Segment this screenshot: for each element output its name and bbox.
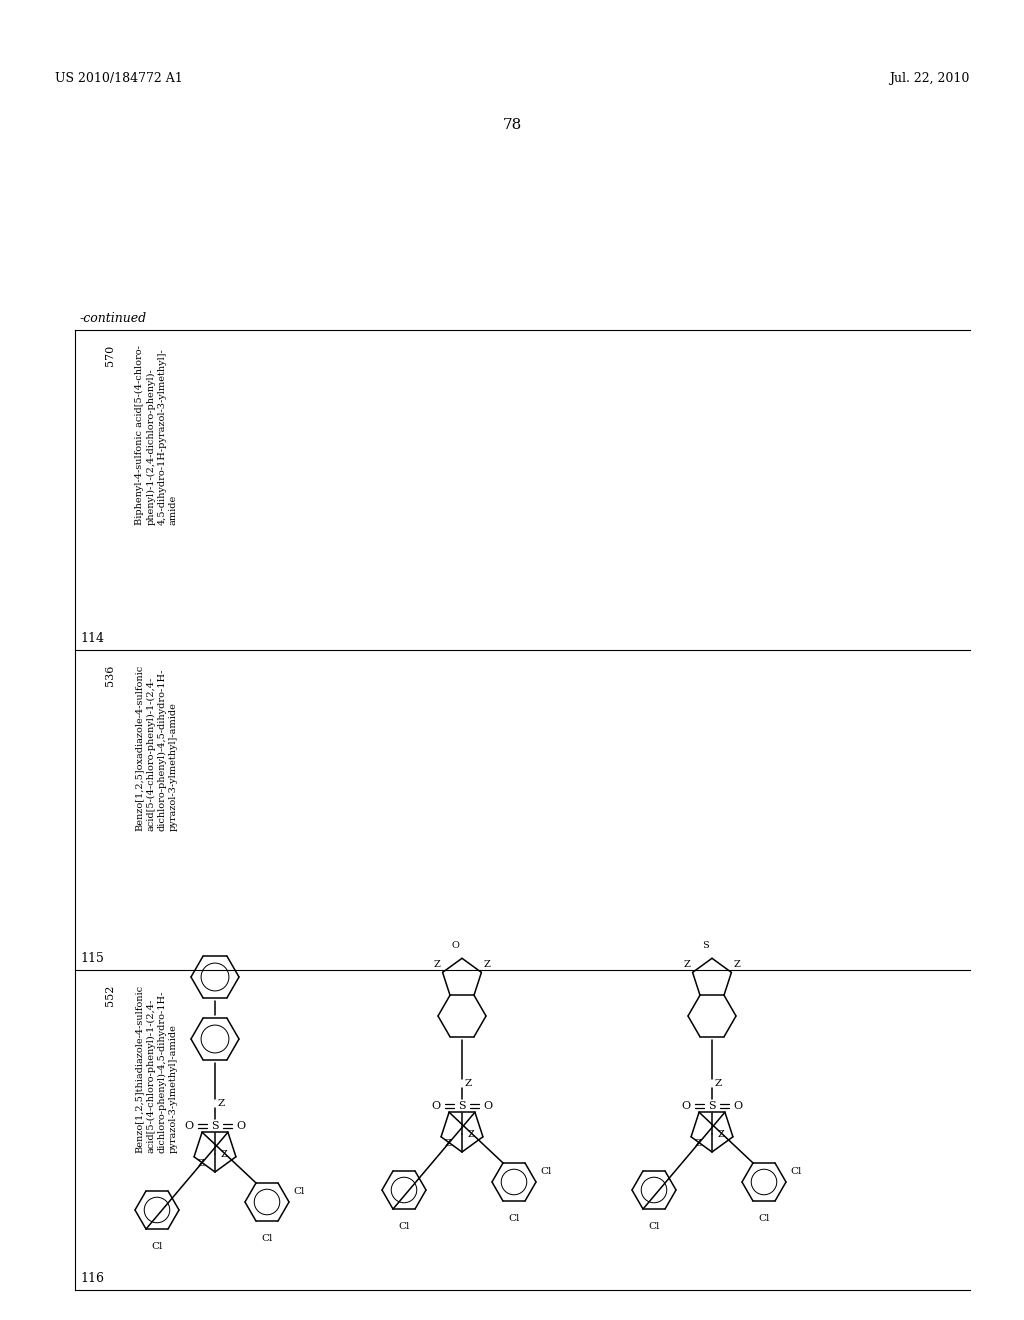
Text: 536: 536 bbox=[105, 665, 115, 686]
Text: Z: Z bbox=[444, 1139, 451, 1148]
Text: Cl: Cl bbox=[790, 1167, 802, 1176]
Text: Z: Z bbox=[197, 1159, 204, 1168]
Text: Cl: Cl bbox=[398, 1222, 410, 1232]
Text: Z: Z bbox=[715, 1080, 722, 1089]
Text: Z: Z bbox=[218, 1100, 225, 1109]
Text: Z: Z bbox=[465, 1080, 472, 1089]
Text: Cl: Cl bbox=[540, 1167, 551, 1176]
Text: Jul. 22, 2010: Jul. 22, 2010 bbox=[889, 73, 969, 84]
Text: S: S bbox=[709, 1101, 716, 1111]
Text: O: O bbox=[733, 1101, 742, 1111]
Text: Benzo[1,2,5]oxadiazole-4-sulfonic
acid[5-(4-chloro-phenyl)-1-(2,4-
dichloro-phen: Benzo[1,2,5]oxadiazole-4-sulfonic acid[5… bbox=[135, 665, 177, 832]
Text: 78: 78 bbox=[503, 117, 521, 132]
Text: O: O bbox=[431, 1101, 440, 1111]
Text: S: S bbox=[458, 1101, 466, 1111]
Text: Z: Z bbox=[221, 1150, 228, 1159]
Text: Cl: Cl bbox=[508, 1214, 520, 1224]
Text: Z: Z bbox=[468, 1130, 475, 1139]
Text: Z: Z bbox=[483, 961, 490, 969]
Text: Cl: Cl bbox=[293, 1187, 304, 1196]
Text: O: O bbox=[184, 1121, 194, 1131]
Text: 114: 114 bbox=[80, 632, 104, 645]
Text: Cl: Cl bbox=[759, 1214, 770, 1224]
Text: O: O bbox=[452, 941, 459, 950]
Text: O: O bbox=[681, 1101, 690, 1111]
Text: 116: 116 bbox=[80, 1272, 104, 1284]
Text: O: O bbox=[237, 1121, 246, 1131]
Text: Benzo[1,2,5]thiadiazole-4-sulfonic
acid[5-(4-chloro-phenyl)-1-(2,4-
dichloro-phe: Benzo[1,2,5]thiadiazole-4-sulfonic acid[… bbox=[135, 985, 177, 1154]
Text: Cl: Cl bbox=[152, 1242, 163, 1251]
Text: Z: Z bbox=[718, 1130, 725, 1139]
Text: -continued: -continued bbox=[80, 312, 147, 325]
Text: Z: Z bbox=[733, 961, 740, 969]
Text: Cl: Cl bbox=[261, 1234, 272, 1243]
Text: 115: 115 bbox=[80, 952, 103, 965]
Text: 552: 552 bbox=[105, 985, 115, 1006]
Text: O: O bbox=[483, 1101, 493, 1111]
Text: Z: Z bbox=[694, 1139, 701, 1148]
Text: S: S bbox=[211, 1121, 219, 1131]
Text: Biphenyl-4-sulfonic acid[5-(4-chloro-
phenyl)-1-(2,4-dichloro-phenyl)-
4,5-dihyd: Biphenyl-4-sulfonic acid[5-(4-chloro- ph… bbox=[135, 345, 177, 525]
Text: Z: Z bbox=[434, 961, 440, 969]
Text: Cl: Cl bbox=[648, 1222, 659, 1232]
Text: Z: Z bbox=[684, 961, 690, 969]
Text: US 2010/184772 A1: US 2010/184772 A1 bbox=[55, 73, 182, 84]
Text: S: S bbox=[702, 941, 709, 950]
Text: 570: 570 bbox=[105, 345, 115, 366]
